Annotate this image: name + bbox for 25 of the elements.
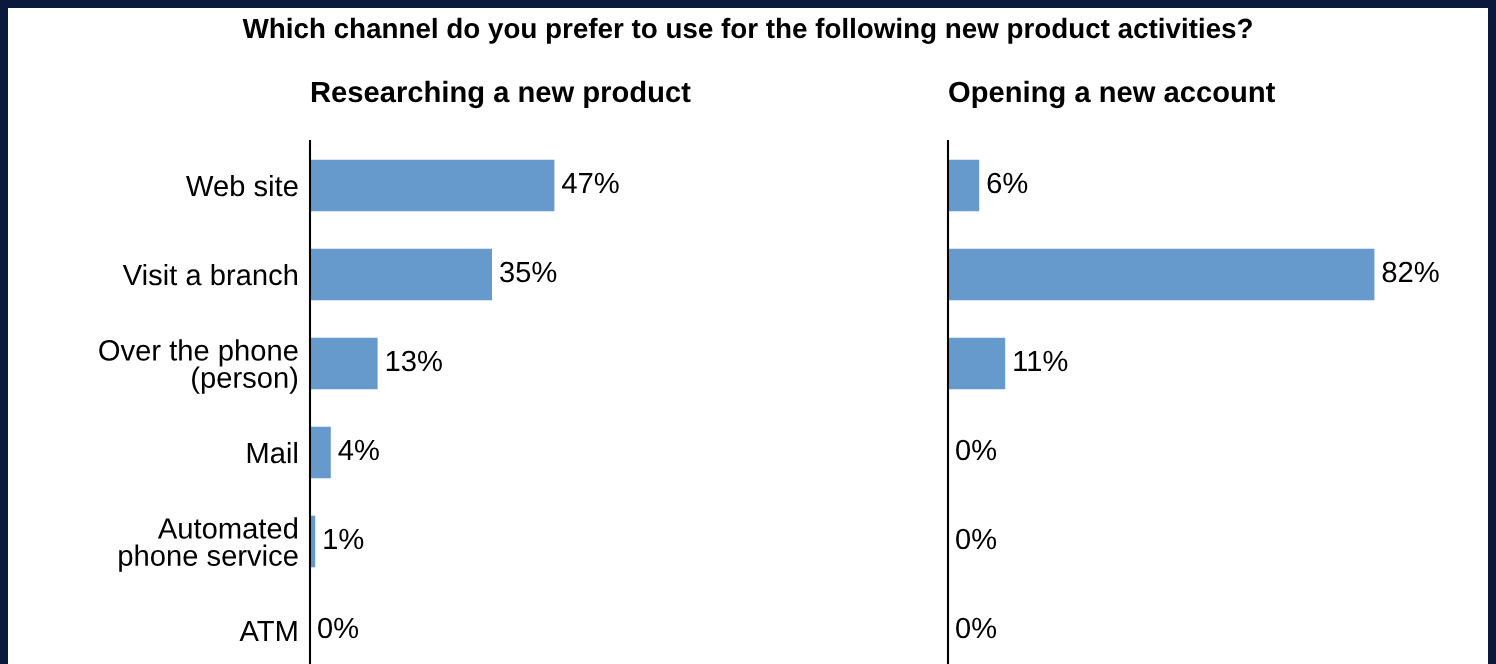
- data-label: 11%: [1014, 350, 1068, 372]
- data-label: 13%: [386, 350, 442, 372]
- bar: [310, 248, 492, 301]
- chart-subtitle: Researching a new product: [311, 80, 691, 109]
- data-label: 4%: [338, 439, 379, 461]
- data-label: 0%: [956, 528, 997, 550]
- data-label: 6%: [987, 172, 1028, 194]
- text: Which channel do you prefer to use for the following new product activities?: [242, 17, 1252, 44]
- chart-subtitle: Opening a new account: [949, 80, 1275, 109]
- bar: [310, 159, 555, 212]
- bar: [310, 426, 331, 479]
- bar: [310, 337, 378, 390]
- y-tick-label: Over the phone (person): [99, 339, 298, 394]
- data-label: 82%: [1382, 261, 1439, 283]
- y-tick-label: Visit a branch: [122, 263, 298, 286]
- y-tick-label: Automated phone service: [119, 517, 298, 572]
- data-label: 47%: [562, 172, 619, 194]
- data-label: 35%: [500, 261, 557, 283]
- data-label: 0%: [956, 617, 997, 639]
- data-label: 0%: [956, 439, 997, 461]
- y-tick-label: Mail: [247, 441, 297, 464]
- data-label: 1%: [324, 528, 364, 550]
- data-label: 0%: [318, 617, 359, 639]
- y-tick-label: Web site: [186, 174, 298, 197]
- y-tick-label: ATM: [239, 621, 297, 642]
